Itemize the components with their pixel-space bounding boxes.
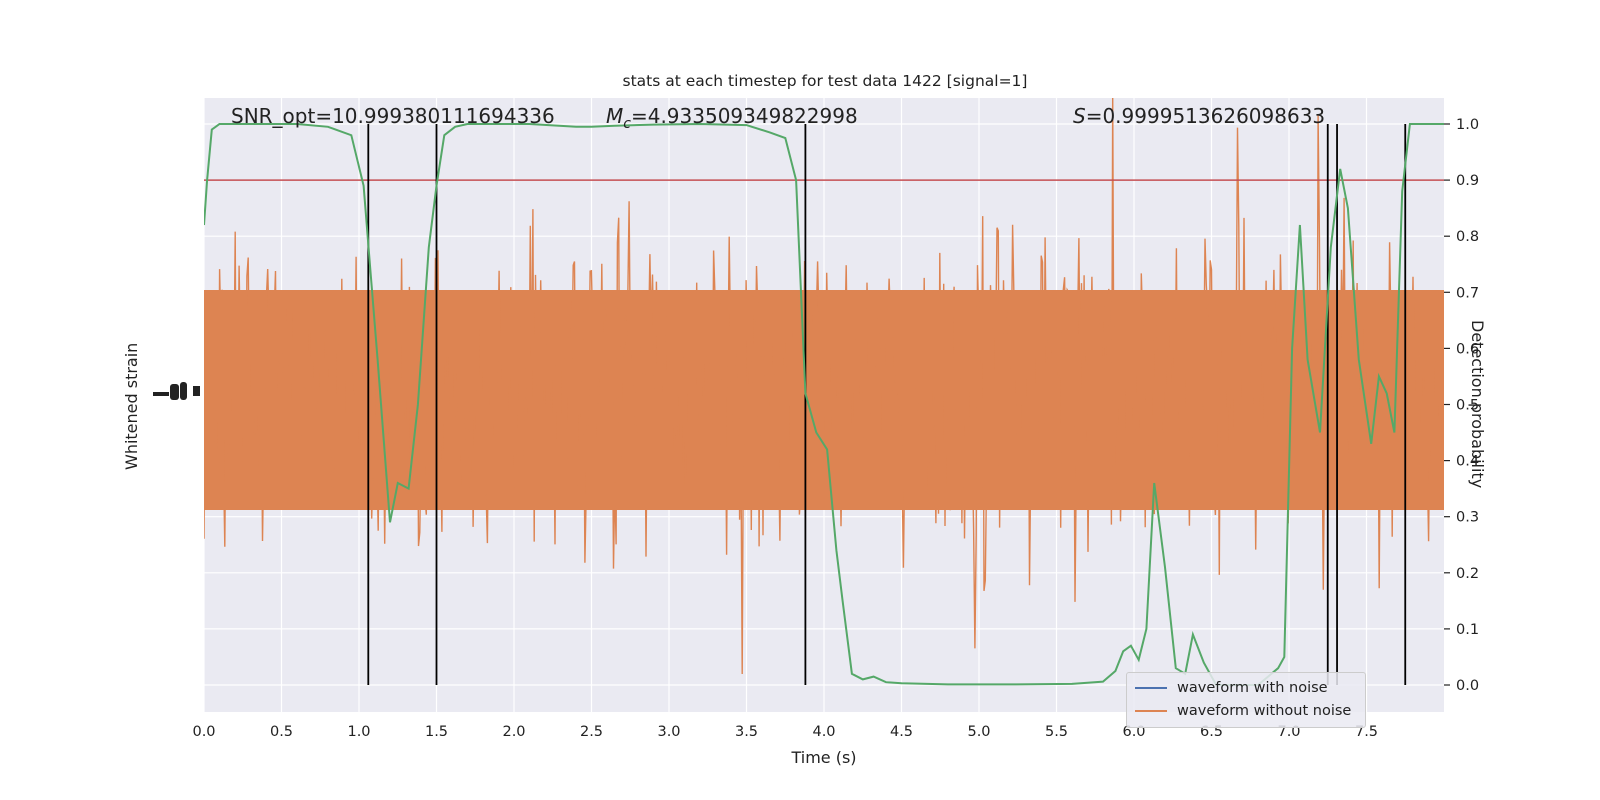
x-axis-ticks: 0.0 0.5 1.0 1.5 2.0 2.5 3.0 3.5 4.0 4.5 5.0 5.5 6.0 6… xyxy=(192,724,1378,740)
legend: waveform with noise waveform without noi… xyxy=(1126,672,1366,728)
y-right-tick-label: 1.0 xyxy=(1456,117,1479,133)
mc-subscript: c xyxy=(623,116,631,132)
y-right-axis-label: Detection probability xyxy=(1468,320,1487,489)
y-right-tick-label: 0.0 xyxy=(1456,678,1479,694)
x-tick-label: 6.0 xyxy=(1122,724,1145,740)
x-tick-label: 0.5 xyxy=(270,724,293,740)
y-right-tick-label: 0.3 xyxy=(1456,510,1479,526)
y-right-tick-label: 0.5 xyxy=(1456,398,1479,414)
s-symbol: S xyxy=(1073,104,1086,128)
y-right-tick-label: 0.9 xyxy=(1456,173,1479,189)
x-tick-label: 5.5 xyxy=(1045,724,1068,740)
x-tick-label: 5.0 xyxy=(967,724,990,740)
score-annotation: S=0.9999513626098633 xyxy=(1073,104,1325,128)
vertical-markers xyxy=(367,124,1407,685)
chart-title: stats at each timestep for test data 142… xyxy=(622,72,1028,90)
legend-label-with-noise: waveform with noise xyxy=(1177,680,1328,696)
x-tick-label: 6.5 xyxy=(1200,724,1223,740)
mc-value: =4.933509349822998 xyxy=(630,104,858,128)
y-left-axis-label: Whitened strain xyxy=(122,342,141,470)
y-right-tick-label: 0.2 xyxy=(1456,566,1479,582)
x-tick-label: 7.5 xyxy=(1355,724,1378,740)
x-tick-label: 4.5 xyxy=(890,724,913,740)
x-tick-label: 2.0 xyxy=(502,724,525,740)
probability-line xyxy=(204,122,1444,686)
legend-label-without-noise: waveform without noise xyxy=(1177,703,1352,719)
x-axis-label: Time (s) xyxy=(791,748,857,767)
y-right-tick-label: 0.6 xyxy=(1456,341,1479,357)
x-tick-label: 4.0 xyxy=(812,724,835,740)
legend-item-with-noise: waveform with noise xyxy=(1135,678,1328,698)
y-right-tick-label: 0.1 xyxy=(1456,622,1479,638)
legend-swatch-with-noise xyxy=(1135,687,1167,689)
x-tick-label: 1.0 xyxy=(347,724,370,740)
legend-swatch-without-noise xyxy=(1135,710,1167,712)
x-tick-label: 7.0 xyxy=(1277,724,1300,740)
x-tick-label: 3.0 xyxy=(657,724,680,740)
probability-series xyxy=(204,122,1444,686)
x-tick-label: 2.5 xyxy=(580,724,603,740)
snr-annotation: SNR_opt=10.999380111694336 xyxy=(231,104,555,128)
y-right-tick-label: 0.4 xyxy=(1456,454,1479,470)
x-tick-label: 1.5 xyxy=(425,724,448,740)
y-right-axis-ticks: 0.0 0.1 0.2 0.3 0.4 0.5 0.6 0.7 0.8 0.9 1.0 xyxy=(1444,117,1479,694)
waveform-without-noise-line xyxy=(204,98,1444,675)
mc-symbol: M xyxy=(606,104,624,128)
y-right-tick-label: 0.7 xyxy=(1456,285,1479,301)
x-tick-label: 3.5 xyxy=(735,724,758,740)
legend-item-without-noise: waveform without noise xyxy=(1135,701,1351,721)
x-tick-label: 0.0 xyxy=(192,724,215,740)
left-axis-tick-cluster xyxy=(153,382,200,400)
chirp-mass-annotation: Mc=4.933509349822998 xyxy=(606,104,858,132)
s-value: =0.9999513626098633 xyxy=(1085,104,1326,128)
y-right-tick-label: 0.8 xyxy=(1456,229,1479,245)
